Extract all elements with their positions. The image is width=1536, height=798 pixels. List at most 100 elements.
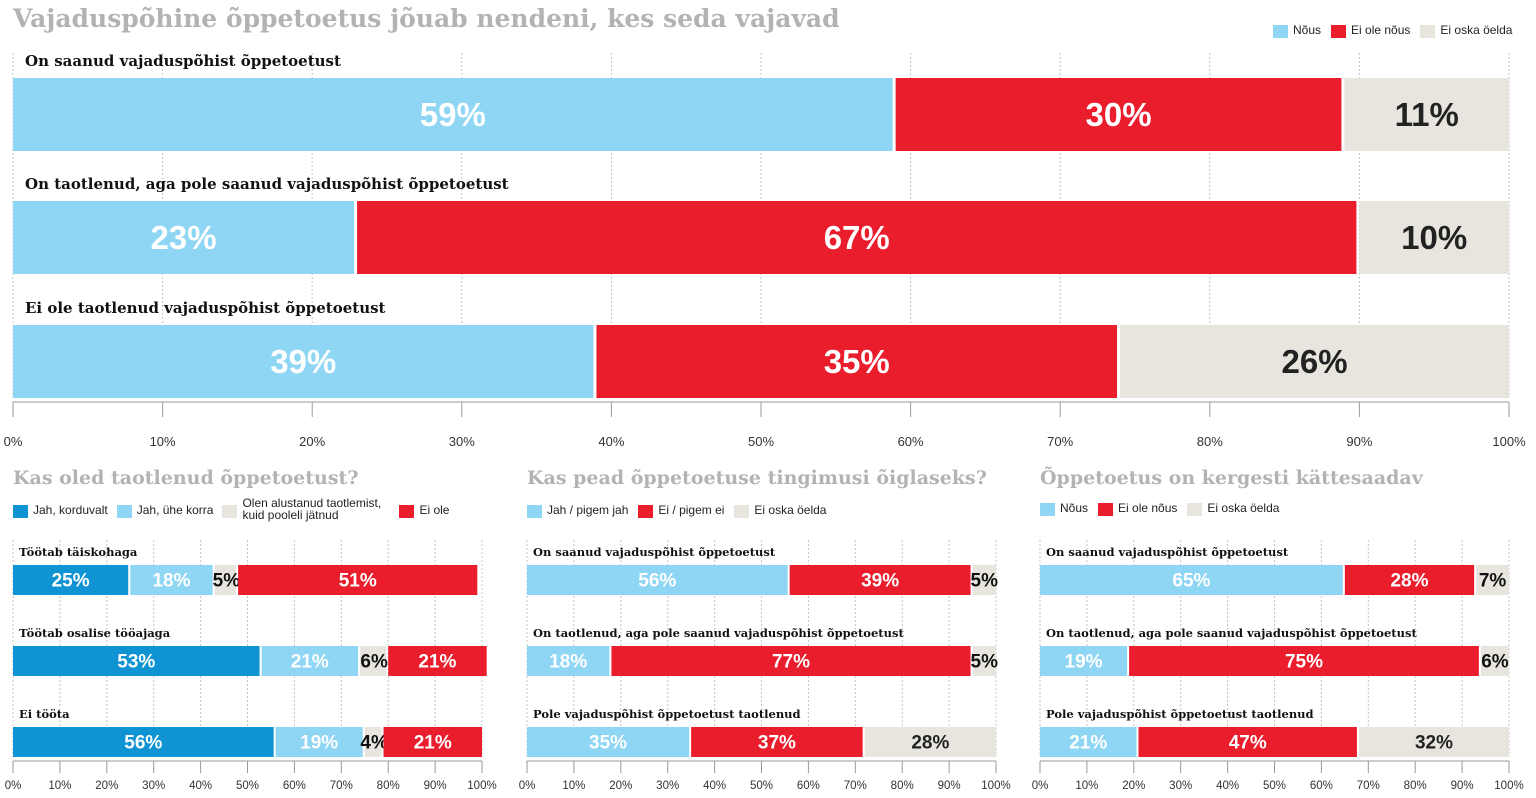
chart3-bar-2: [611, 646, 971, 676]
chart4-row-label: On taotlenud, aga pole saanud vajaduspõh…: [1046, 626, 1417, 640]
chart3-tick-label: 50%: [750, 780, 773, 792]
chart2-title: Kas oled taotlenud õppetoetust?: [13, 467, 359, 489]
chart4-bar-1: [1040, 727, 1137, 757]
legend-item-no: Ei ole: [399, 504, 449, 518]
chart4-value-label: 75%: [1285, 652, 1323, 673]
chart2-row-label: Töötab täiskohaga: [19, 545, 138, 559]
main-bar-3: [1359, 201, 1509, 274]
main-bar-2: [895, 78, 1342, 151]
chart3-bar-1: [527, 646, 610, 676]
chart4-tick-label: 30%: [1169, 780, 1192, 792]
legend-label: Ei oska öelda: [1440, 23, 1513, 37]
legend-swatch: [116, 505, 132, 518]
main-bar-3: [1120, 325, 1509, 398]
chart2-tick-label: 0%: [5, 780, 22, 792]
chart4-value-label: 28%: [1390, 571, 1428, 592]
legend-item-no: Ei / pigem ei: [638, 504, 724, 518]
legend-label: Ei ole nõus: [1351, 23, 1411, 37]
legend-label: Jah, korduvalt: [33, 503, 108, 517]
legend-item-once: Jah, ühe korra: [116, 503, 214, 518]
legend-item-dontknow: Ei oska öelda: [1420, 24, 1512, 38]
chart3-tick-label: 0%: [519, 780, 536, 792]
main-row-label: On saanud vajaduspõhist õppetoetust: [25, 52, 341, 70]
chart4-tick-label: 40%: [1216, 780, 1239, 792]
chart3-bar-3: [972, 646, 996, 676]
main-row-label: On taotlenud, aga pole saanud vajaduspõh…: [25, 175, 509, 193]
chart2-value-label: 5%: [213, 571, 241, 592]
main-tick-label: 30%: [449, 434, 475, 449]
legend-item-disagree: Ei ole nõus: [1331, 24, 1410, 38]
chart2-tick-label: 70%: [330, 780, 353, 792]
chart3-bar-1: [527, 565, 788, 595]
chart3-bar-2: [691, 727, 863, 757]
chart2-tick-label: 100%: [467, 780, 496, 792]
chart3-tick-label: 20%: [609, 780, 632, 792]
main-row-label: Ei ole taotlenud vajaduspõhist õppetoetu…: [25, 299, 386, 317]
chart2-value-label: 21%: [414, 733, 452, 754]
chart3-tick-label: 30%: [656, 780, 679, 792]
chart3-row-label: On taotlenud, aga pole saanud vajaduspõh…: [533, 626, 904, 640]
main-bar-1: [13, 325, 594, 398]
chart3-value-label: 18%: [549, 652, 587, 673]
legend-swatch: [638, 505, 654, 518]
chart3-row-label: On saanud vajaduspõhist õppetoetust: [533, 545, 776, 559]
chart2-value-label: 6%: [360, 652, 388, 673]
legend-label: Ei oska öelda: [754, 503, 827, 517]
chart4-tick-label: 50%: [1263, 780, 1286, 792]
chart3-value-label: 56%: [638, 571, 676, 592]
chart2-bar-3: [360, 646, 387, 676]
chart4-bar-3: [1476, 565, 1509, 595]
chart4-value-label: 7%: [1479, 571, 1507, 592]
main-value-label: 35%: [824, 343, 890, 380]
chart2-bar-4: [238, 565, 478, 595]
chart3-value-label: 37%: [758, 733, 796, 754]
chart4-bar-2: [1138, 727, 1357, 757]
chart4-bar-3: [1480, 646, 1509, 676]
legend-label: Jah, ühe korra: [136, 503, 214, 517]
legend-swatch: [1420, 25, 1436, 38]
chart4-value-label: 47%: [1229, 733, 1267, 754]
chart4-tick-label: 20%: [1122, 780, 1145, 792]
chart4-tick-label: 80%: [1404, 780, 1427, 792]
legend-item-dontknow: Ei oska öelda: [1187, 502, 1279, 516]
chart2-row-label: Ei tööta: [19, 707, 70, 721]
main-tick-label: 70%: [1047, 434, 1073, 449]
chart3-tick-label: 80%: [891, 780, 914, 792]
chart3-tick-label: 70%: [844, 780, 867, 792]
chart3-value-label: 39%: [861, 571, 899, 592]
chart2-tick-label: 50%: [236, 780, 259, 792]
chart4-tick-label: 60%: [1310, 780, 1333, 792]
chart3-value-label: 5%: [971, 571, 999, 592]
main-tick-label: 80%: [1197, 434, 1223, 449]
legend-swatch: [1331, 25, 1347, 38]
chart3-tick-label: 60%: [797, 780, 820, 792]
legend-swatch: [13, 505, 28, 518]
chart3-bar-3: [864, 727, 996, 757]
chart3-bar-1: [527, 727, 690, 757]
main-value-label: 30%: [1086, 96, 1152, 133]
chart3-tick-label: 90%: [938, 780, 961, 792]
main-tick-label: 90%: [1346, 434, 1372, 449]
chart4-bar-1: [1040, 646, 1128, 676]
chart3-value-label: 77%: [772, 652, 810, 673]
main-bar-2: [596, 325, 1118, 398]
main-tick-label: 40%: [598, 434, 624, 449]
chart2-tick-label: 20%: [95, 780, 118, 792]
chart4-value-label: 65%: [1172, 571, 1210, 592]
main-chart-title: Vajaduspõhine õppetoetus jõuab nendeni, …: [13, 4, 840, 33]
chart2-tick-label: 30%: [142, 780, 165, 792]
chart2-bar-3: [364, 727, 382, 757]
main-bar-2: [357, 201, 1357, 274]
chart3-tick-label: 40%: [703, 780, 726, 792]
chart3-row-label: Pole vajaduspõhist õppetoetust taotlenud: [533, 707, 801, 721]
chart2-value-label: 19%: [300, 733, 338, 754]
chart2-value-label: 21%: [418, 652, 456, 673]
legend-item-repeated: Jah, korduvalt: [13, 504, 108, 518]
chart2-bar-1: [13, 727, 274, 757]
chart4-tick-label: 10%: [1075, 780, 1098, 792]
main-value-label: 39%: [270, 343, 336, 380]
main-bar-1: [13, 201, 355, 274]
chart4-tick-label: 0%: [1032, 780, 1049, 792]
chart2-bar-1: [13, 646, 260, 676]
chart4-tick-label: 90%: [1451, 780, 1474, 792]
